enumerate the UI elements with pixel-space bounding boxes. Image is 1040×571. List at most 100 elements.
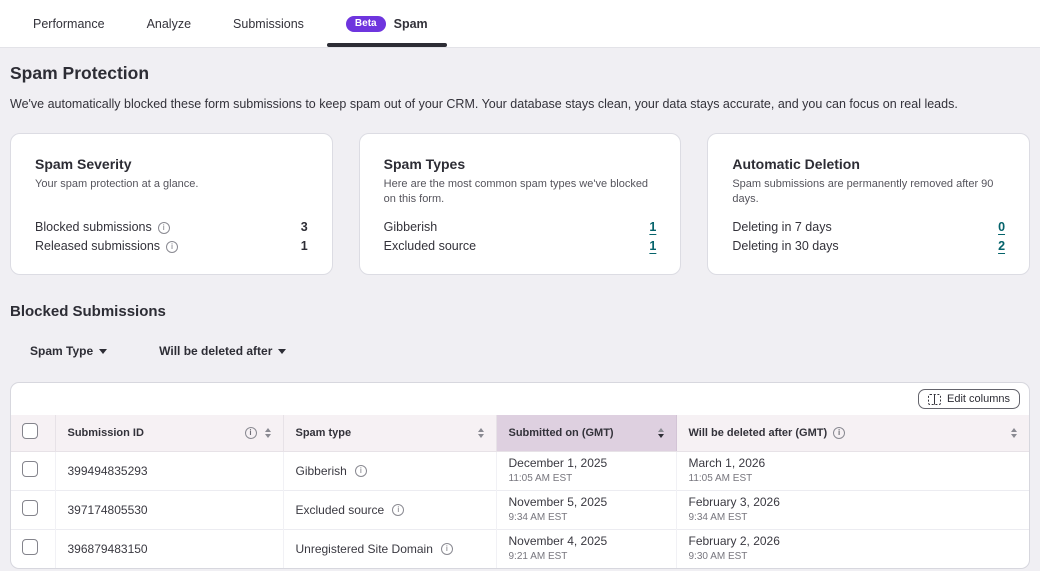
- deleted-date: February 2, 2026: [688, 533, 780, 548]
- info-icon[interactable]: [833, 426, 846, 439]
- info-icon[interactable]: [440, 542, 453, 555]
- stat-label-text: Released submissions: [35, 239, 161, 253]
- stat-count-link[interactable]: 2: [998, 239, 1006, 253]
- card-spam-types: Spam Types Here are the most common spam…: [358, 133, 682, 275]
- row-select-cell: [11, 450, 56, 490]
- card-subtitle: Your spam protection at a glance.: [35, 178, 199, 190]
- deleted-time: 9:34 AM EST: [688, 511, 748, 523]
- card-stats: Gibberish 1 Excluded source 1: [384, 218, 657, 256]
- stat-label-text: Deleting in 30 days: [732, 239, 839, 253]
- table-toolbar: Edit columns: [11, 383, 1029, 415]
- tab-performance[interactable]: Performance: [12, 0, 126, 47]
- column-label: Submitted on (GMT): [508, 426, 614, 439]
- tab-label: Submissions: [233, 16, 304, 31]
- sort-icon[interactable]: [1011, 427, 1017, 438]
- deleted-after-cell: February 2, 2026 9:30 AM EST: [676, 528, 1029, 568]
- sort-icon[interactable]: [657, 427, 664, 438]
- submitted-date: November 4, 2025: [508, 533, 608, 548]
- tab-submissions[interactable]: Submissions: [212, 0, 325, 47]
- stat-label: Released submissions: [35, 237, 179, 256]
- stat-cards: Spam Severity Your spam protection at a …: [10, 133, 1031, 275]
- deleted-date: March 1, 2026: [688, 455, 766, 470]
- spam-type-cell: Gibberish: [283, 450, 497, 490]
- column-label: Submission ID: [67, 426, 144, 439]
- submitted-on-cell: November 4, 2025 9:21 AM EST: [496, 528, 677, 568]
- tab-label: Spam: [393, 16, 428, 31]
- card-stats: Blocked submissions 3 Released submissio…: [35, 218, 308, 256]
- sort-icon[interactable]: [477, 427, 484, 438]
- edit-columns-label: Edit columns: [947, 393, 1010, 405]
- filter-spam-type[interactable]: Spam Type: [30, 344, 108, 358]
- card-title: Automatic Deletion: [732, 156, 860, 172]
- section-title: Blocked Submissions: [10, 303, 166, 320]
- info-icon[interactable]: [244, 426, 257, 439]
- stat-count-link[interactable]: 0: [998, 220, 1006, 234]
- row-checkbox[interactable]: [22, 539, 38, 555]
- sort-icon[interactable]: [264, 427, 271, 438]
- stat-value: 3: [300, 220, 308, 234]
- card-spam-severity: Spam Severity Your spam protection at a …: [10, 133, 333, 275]
- submitted-date: December 1, 2025: [508, 455, 608, 470]
- stat-row-gibberish: Gibberish 1: [384, 218, 657, 237]
- stat-count-link[interactable]: 1: [649, 239, 657, 253]
- deleted-after-cell: March 1, 2026 11:05 AM EST: [676, 450, 1029, 490]
- column-header-will-be-deleted-after[interactable]: Will be deleted after (GMT): [676, 415, 1029, 452]
- filter-bar: Spam Type Will be deleted after: [10, 344, 1030, 358]
- table-header-row: Submission ID Spam type: [11, 415, 1029, 452]
- submission-id-cell: 397174805530: [55, 489, 284, 529]
- row-select-cell: [11, 528, 56, 568]
- card-subtitle: Here are the most common spam types we'v…: [383, 178, 649, 205]
- stat-count-link[interactable]: 1: [649, 220, 657, 234]
- page-title: Spam Protection: [10, 63, 150, 83]
- edit-columns-button[interactable]: Edit columns: [918, 389, 1020, 409]
- submitted-time: 9:34 AM EST: [508, 511, 568, 523]
- submitted-time: 11:05 AM EST: [508, 472, 573, 484]
- info-icon[interactable]: [157, 221, 170, 234]
- row-checkbox[interactable]: [22, 461, 38, 477]
- deleted-date: February 3, 2026: [688, 494, 780, 509]
- card-stats: Deleting in 7 days 0 Deleting in 30 days…: [732, 218, 1005, 256]
- filter-will-be-deleted-after[interactable]: Will be deleted after: [159, 344, 287, 358]
- stat-label: Deleting in 30 days: [732, 237, 838, 256]
- tab-spam[interactable]: Beta Spam: [325, 0, 449, 47]
- spam-type-label: Excluded source: [295, 502, 385, 517]
- info-icon[interactable]: [392, 503, 405, 516]
- filter-label: Will be deleted after: [159, 344, 273, 358]
- tab-label: Analyze: [146, 16, 192, 31]
- card-title: Spam Severity: [35, 156, 132, 172]
- stat-row-excluded-source: Excluded source 1: [384, 237, 657, 256]
- column-header-submission-id[interactable]: Submission ID: [55, 415, 284, 452]
- column-header-submitted-on[interactable]: Submitted on (GMT): [496, 415, 677, 452]
- stat-label-text: Deleting in 7 days: [732, 220, 832, 234]
- stat-label-text: Blocked submissions: [35, 220, 152, 234]
- deleted-after-cell: February 3, 2026 9:34 AM EST: [676, 489, 1029, 529]
- edit-columns-icon: [928, 393, 942, 405]
- card-automatic-deletion: Automatic Deletion Spam submissions are …: [707, 133, 1031, 275]
- deleted-time: 9:30 AM EST: [688, 550, 748, 562]
- stat-label: Gibberish: [384, 218, 438, 237]
- submission-id-cell: 399494835293: [55, 450, 284, 490]
- row-checkbox[interactable]: [22, 500, 38, 516]
- submitted-on-cell: November 5, 2025 9:34 AM EST: [496, 489, 677, 529]
- chevron-down-icon: [99, 348, 108, 354]
- tab-analyze[interactable]: Analyze: [126, 0, 212, 47]
- submission-id-cell: 396879483150: [55, 528, 284, 568]
- select-all-checkbox[interactable]: [22, 423, 38, 440]
- stat-label-text: Excluded source: [383, 239, 477, 253]
- submissions-table: Submission ID Spam type: [11, 415, 1029, 568]
- submitted-on-cell: December 1, 2025 11:05 AM EST: [496, 450, 677, 490]
- table-row: 396879483150 Unregistered Site Domain No…: [11, 528, 1029, 568]
- row-select-cell: [11, 489, 56, 529]
- info-icon[interactable]: [166, 240, 179, 253]
- beta-badge: Beta: [345, 15, 386, 32]
- stat-label: Blocked submissions: [35, 218, 170, 237]
- column-header-spam-type[interactable]: Spam type: [283, 415, 497, 452]
- chevron-down-icon: [278, 348, 287, 354]
- table-row: 399494835293 Gibberish December 1, 2025 …: [11, 450, 1029, 490]
- info-icon[interactable]: [354, 464, 367, 477]
- stat-value: 1: [300, 239, 308, 253]
- stat-row-released-submissions: Released submissions 1: [35, 237, 308, 256]
- select-all-header: [11, 415, 56, 452]
- stat-row-blocked-submissions: Blocked submissions 3: [35, 218, 308, 237]
- spam-type-label: Gibberish: [295, 463, 347, 478]
